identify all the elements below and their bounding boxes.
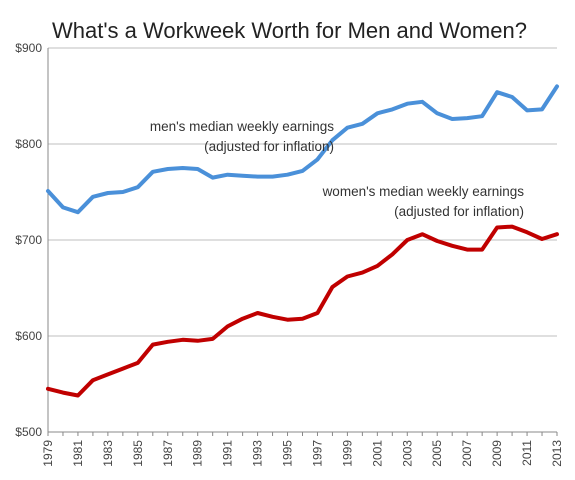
x-tick-label: 2011 [520,440,534,466]
x-tick-label: 1981 [71,440,85,467]
series-lines [46,84,559,398]
y-tick-label: $500 [15,425,42,439]
x-tick-label: 1995 [281,440,295,467]
y-tick-label: $800 [15,137,42,151]
x-tick-label: 1979 [41,440,55,467]
x-tick-label: 2005 [430,440,444,467]
x-tick-label: 1999 [340,440,354,467]
x-axis-ticks: 1979 1981 1983 1985 1987 1989 1991 1993 1995 1997… [41,432,564,467]
y-tick-label: $600 [15,329,42,343]
y-axis-ticks: $500 $600 $700 $800 $900 [15,41,42,439]
x-tick-label: 1993 [251,440,265,467]
y-tick-label: $700 [15,233,42,247]
women-series-label-line-2: (adjusted for inflation) [394,204,524,219]
women-earnings-line [46,224,559,398]
x-tick-label: 1991 [221,440,235,467]
men-earnings-line [46,84,559,215]
women-series-label-line-1: women's median weekly earnings [322,184,525,199]
x-tick-label: 1997 [310,440,324,467]
x-tick-label: 1983 [101,440,115,467]
x-tick-label: 2013 [550,440,564,467]
x-tick-label: 2009 [490,440,504,467]
gridlines [48,47,557,337]
x-tick-label: 2007 [460,440,474,467]
men-series-label-line-1: men's median weekly earnings [150,119,334,134]
series-labels: men's median weekly earnings (adjusted fo… [150,119,524,219]
x-tick-label: 2001 [370,440,384,467]
chart-title: What's a Workweek Worth for Men and Wome… [52,18,527,43]
y-tick-label: $900 [15,41,42,55]
men-series-label-line-2: (adjusted for inflation) [204,139,334,154]
x-tick-label: 2003 [400,440,414,467]
x-tick-label: 1989 [191,440,205,467]
x-tick-label: 1987 [161,440,175,467]
x-tick-label: 1985 [131,440,145,467]
